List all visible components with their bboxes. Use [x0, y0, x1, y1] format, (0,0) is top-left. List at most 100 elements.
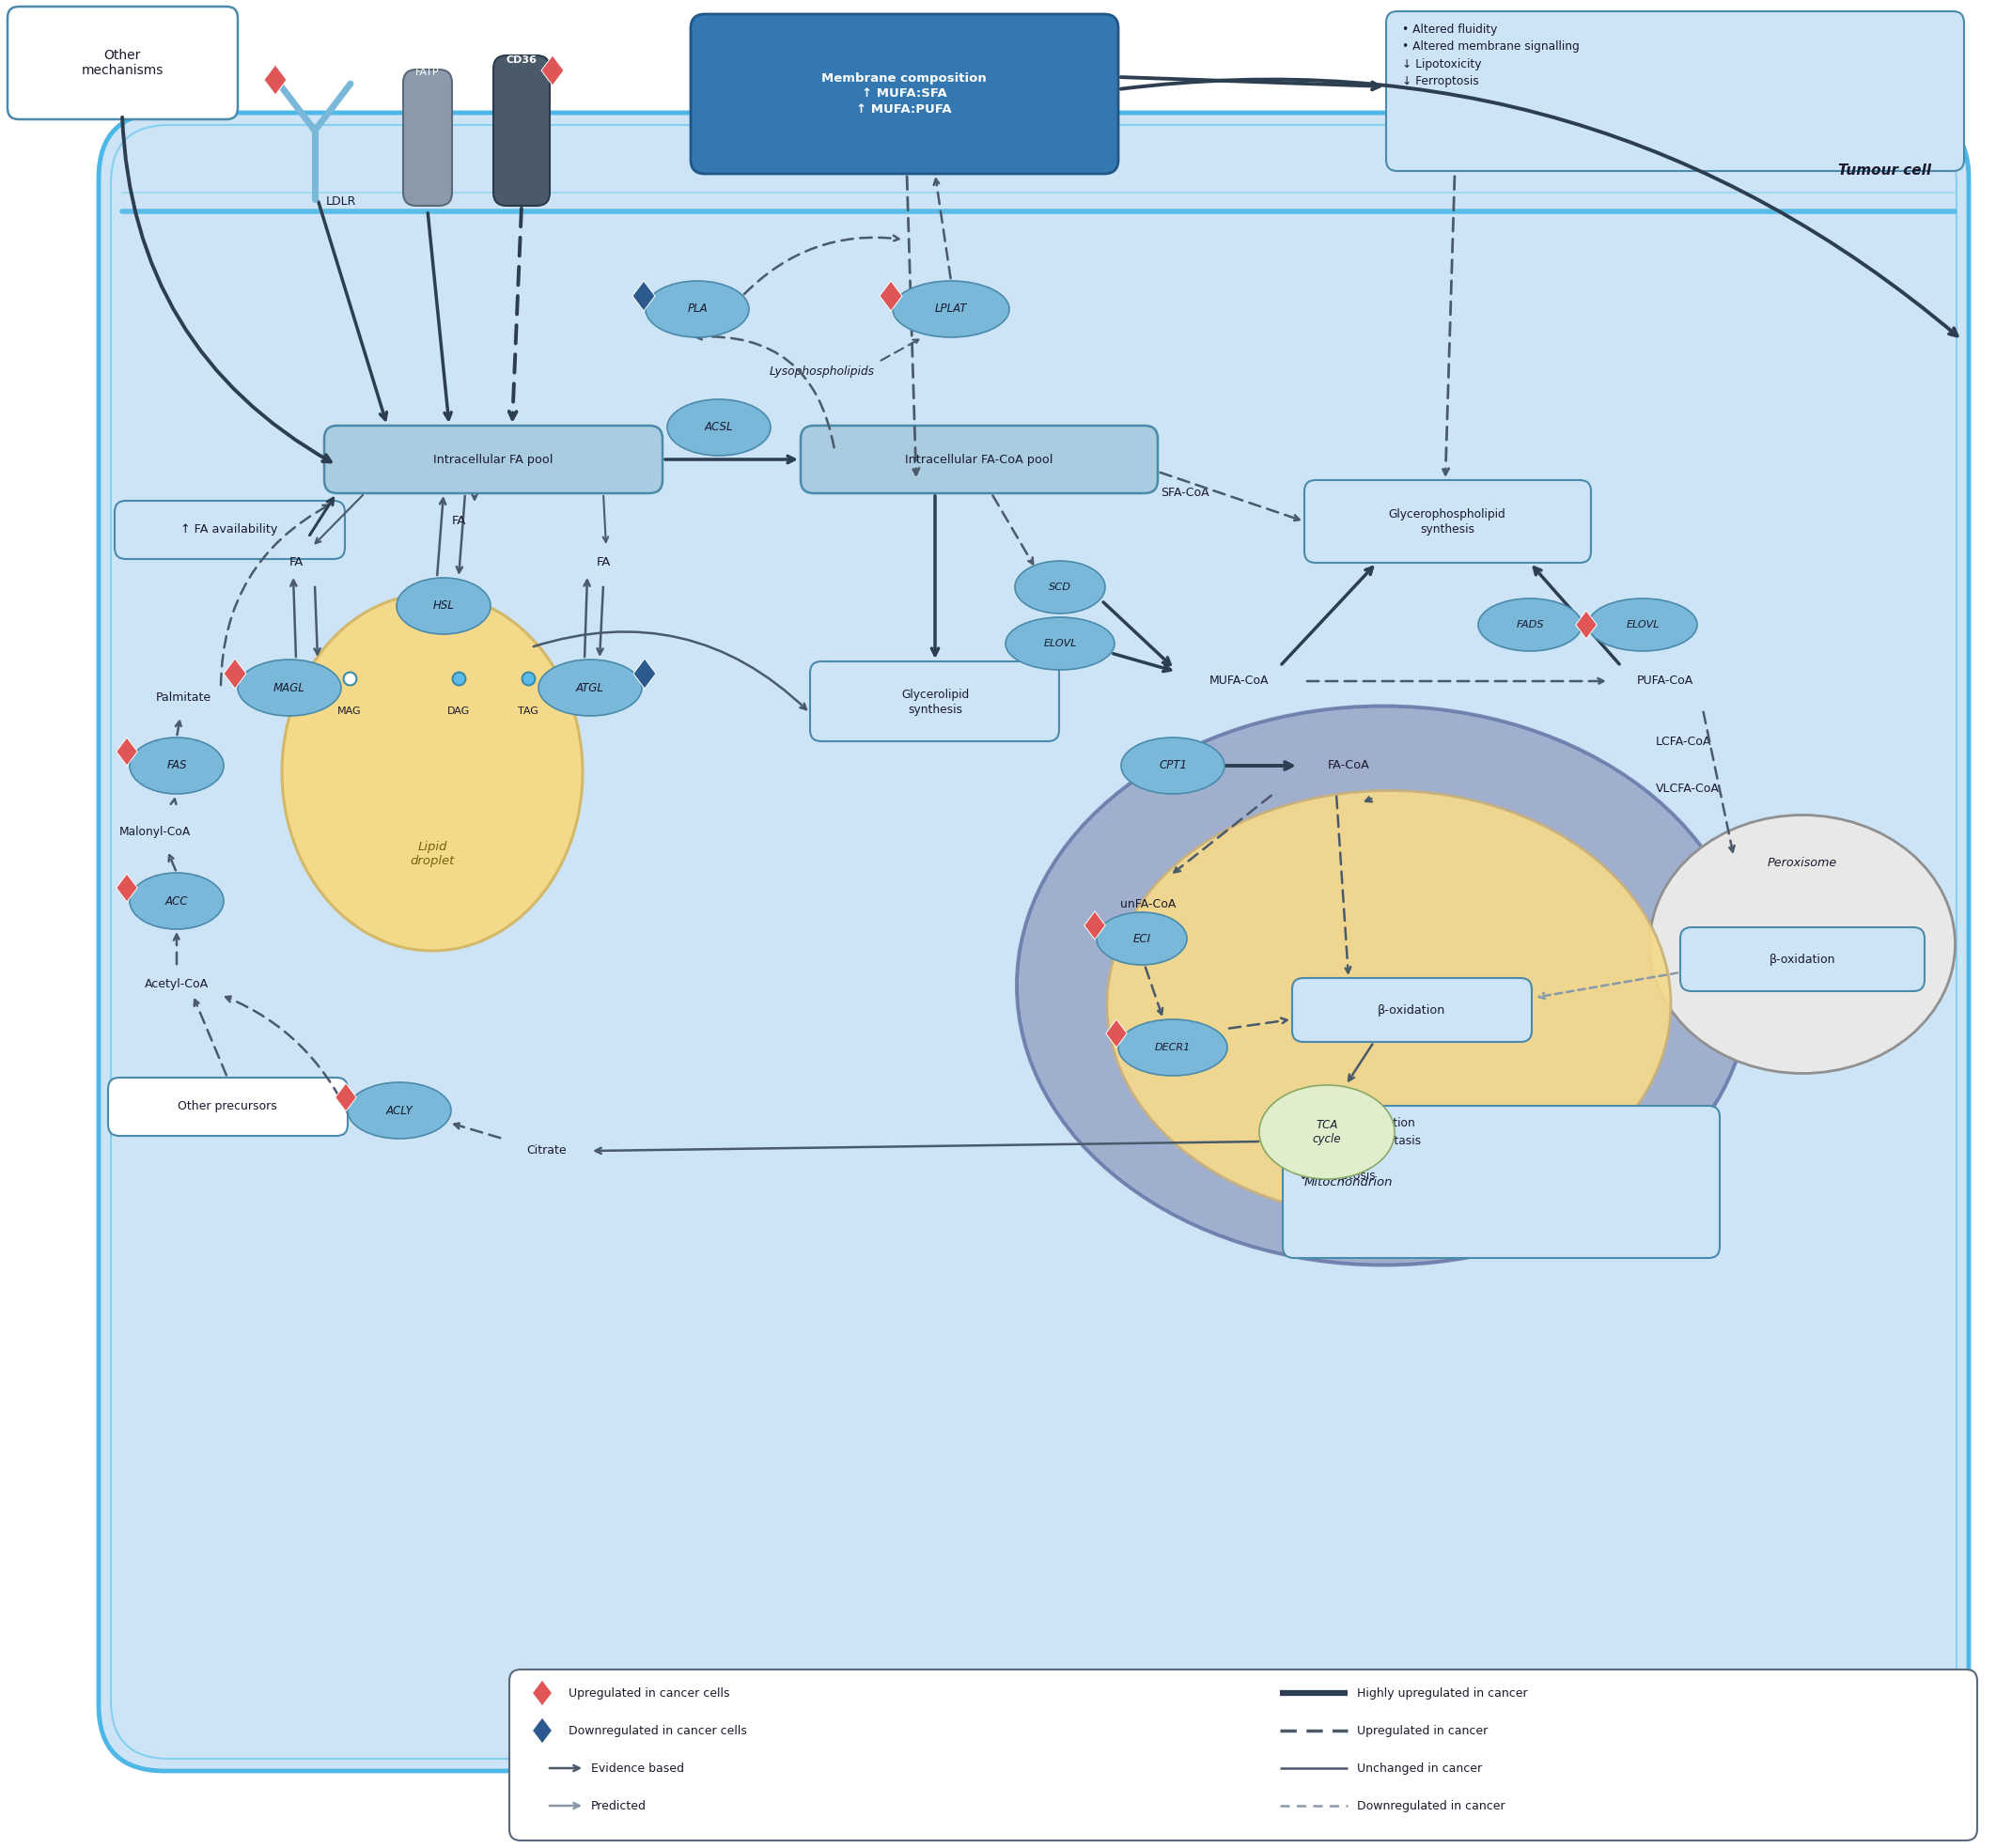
Text: • Energy production
• Redox homeostasis
↓ Lipotoxicity
↓ Ferroptosis: • Energy production • Redox homeostasis … [1299, 1116, 1421, 1181]
Ellipse shape [130, 737, 224, 795]
Text: FATP: FATP [415, 68, 439, 78]
Text: Downregulated in cancer cells: Downregulated in cancer cells [569, 1724, 747, 1737]
FancyBboxPatch shape [1283, 1105, 1721, 1258]
FancyBboxPatch shape [810, 662, 1060, 741]
Polygon shape [1106, 1020, 1128, 1048]
Text: Mitochondrion: Mitochondrion [1303, 1177, 1393, 1188]
Text: Other
mechanisms: Other mechanisms [82, 48, 164, 78]
Text: PUFA-CoA: PUFA-CoA [1637, 675, 1693, 687]
FancyBboxPatch shape [403, 70, 451, 205]
Polygon shape [116, 874, 138, 902]
Polygon shape [541, 55, 563, 85]
Ellipse shape [645, 281, 748, 338]
Text: Unchanged in cancer: Unchanged in cancer [1357, 1761, 1483, 1774]
Text: Intracellular FA pool: Intracellular FA pool [433, 453, 553, 466]
Ellipse shape [1259, 1085, 1395, 1179]
Ellipse shape [1479, 599, 1581, 650]
Text: LCFA-CoA: LCFA-CoA [1657, 736, 1713, 747]
Polygon shape [880, 281, 902, 310]
Text: TCA
cycle: TCA cycle [1313, 1118, 1341, 1146]
Text: Peroxisome: Peroxisome [1768, 857, 1836, 870]
Text: CD36: CD36 [507, 55, 537, 65]
Text: FA: FA [451, 516, 465, 527]
Ellipse shape [1016, 706, 1750, 1266]
Ellipse shape [281, 593, 583, 950]
Text: ELOVL: ELOVL [1627, 621, 1659, 630]
Ellipse shape [238, 660, 341, 715]
Polygon shape [116, 737, 138, 765]
Polygon shape [533, 1717, 553, 1745]
FancyBboxPatch shape [800, 425, 1158, 493]
Text: Upregulated in cancer cells: Upregulated in cancer cells [569, 1687, 731, 1698]
Text: ATGL: ATGL [577, 682, 605, 693]
Text: β-oxidation: β-oxidation [1768, 954, 1836, 965]
Ellipse shape [1118, 1020, 1228, 1076]
Text: SCD: SCD [1048, 582, 1072, 591]
Text: β-oxidation: β-oxidation [1377, 1003, 1445, 1016]
Text: Lipid
droplet: Lipid droplet [409, 841, 455, 867]
FancyBboxPatch shape [509, 1669, 1978, 1841]
Text: Predicted: Predicted [591, 1800, 647, 1811]
Text: Glycerolipid
synthesis: Glycerolipid synthesis [900, 687, 968, 715]
Text: FA-CoA: FA-CoA [1327, 760, 1369, 772]
Text: ACSL: ACSL [705, 421, 733, 434]
Ellipse shape [1589, 599, 1697, 650]
Text: • Altered fluidity
• Altered membrane signalling
↓ Lipotoxicity
↓ Ferroptosis: • Altered fluidity • Altered membrane si… [1401, 24, 1579, 89]
Ellipse shape [397, 578, 491, 634]
Text: Malonyl-CoA: Malonyl-CoA [120, 826, 192, 837]
Text: FA: FA [289, 556, 303, 569]
Text: TAG: TAG [517, 706, 539, 715]
Ellipse shape [667, 399, 770, 456]
Polygon shape [633, 658, 657, 689]
Text: Other precursors: Other precursors [178, 1101, 277, 1112]
Ellipse shape [1014, 562, 1106, 614]
Text: Membrane composition
↑ MUFA:SFA
↑ MUFA:PUFA: Membrane composition ↑ MUFA:SFA ↑ MUFA:P… [822, 72, 986, 116]
Text: ↑ FA availability: ↑ FA availability [182, 523, 277, 536]
Text: CPT1: CPT1 [1160, 760, 1188, 772]
Text: Citrate: Citrate [527, 1144, 567, 1157]
Text: unFA-CoA: unFA-CoA [1120, 898, 1176, 909]
Polygon shape [633, 281, 655, 310]
Text: Upregulated in cancer: Upregulated in cancer [1357, 1724, 1487, 1737]
Text: Evidence based: Evidence based [591, 1761, 685, 1774]
Polygon shape [335, 1083, 357, 1111]
Ellipse shape [1651, 815, 1956, 1074]
Text: Palmitate: Palmitate [156, 691, 212, 704]
Text: Intracellular FA-CoA pool: Intracellular FA-CoA pool [906, 453, 1054, 466]
Polygon shape [1575, 610, 1597, 639]
Text: FAS: FAS [166, 760, 188, 772]
FancyBboxPatch shape [691, 15, 1118, 174]
Ellipse shape [892, 281, 1010, 338]
FancyBboxPatch shape [1385, 11, 1964, 172]
FancyBboxPatch shape [8, 7, 238, 120]
Polygon shape [1084, 911, 1106, 939]
FancyBboxPatch shape [98, 113, 1968, 1770]
Text: Downregulated in cancer: Downregulated in cancer [1357, 1800, 1505, 1811]
Text: Tumour cell: Tumour cell [1838, 164, 1932, 177]
FancyBboxPatch shape [108, 1077, 347, 1137]
Text: Acetyl-CoA: Acetyl-CoA [144, 978, 210, 991]
FancyBboxPatch shape [1303, 480, 1591, 564]
Ellipse shape [1096, 913, 1188, 965]
Text: SFA-CoA: SFA-CoA [1160, 488, 1210, 499]
FancyBboxPatch shape [1291, 978, 1531, 1042]
Text: FADS: FADS [1517, 621, 1543, 630]
Text: ACC: ACC [166, 894, 188, 907]
FancyBboxPatch shape [114, 501, 345, 558]
Text: ACLY: ACLY [385, 1105, 413, 1116]
Ellipse shape [1006, 617, 1114, 669]
Text: Lysophospholipids: Lysophospholipids [770, 366, 874, 377]
Polygon shape [533, 1680, 553, 1706]
Text: Highly upregulated in cancer: Highly upregulated in cancer [1357, 1687, 1527, 1698]
Text: DECR1: DECR1 [1156, 1042, 1192, 1052]
Text: FA: FA [597, 556, 611, 569]
FancyBboxPatch shape [323, 425, 663, 493]
Ellipse shape [1122, 737, 1224, 795]
Text: MUFA-CoA: MUFA-CoA [1210, 675, 1267, 687]
Ellipse shape [130, 872, 224, 930]
FancyBboxPatch shape [493, 55, 549, 205]
Text: ELOVL: ELOVL [1044, 639, 1076, 649]
Text: MAGL: MAGL [273, 682, 305, 693]
Text: MAG: MAG [337, 706, 361, 715]
Ellipse shape [539, 660, 643, 715]
